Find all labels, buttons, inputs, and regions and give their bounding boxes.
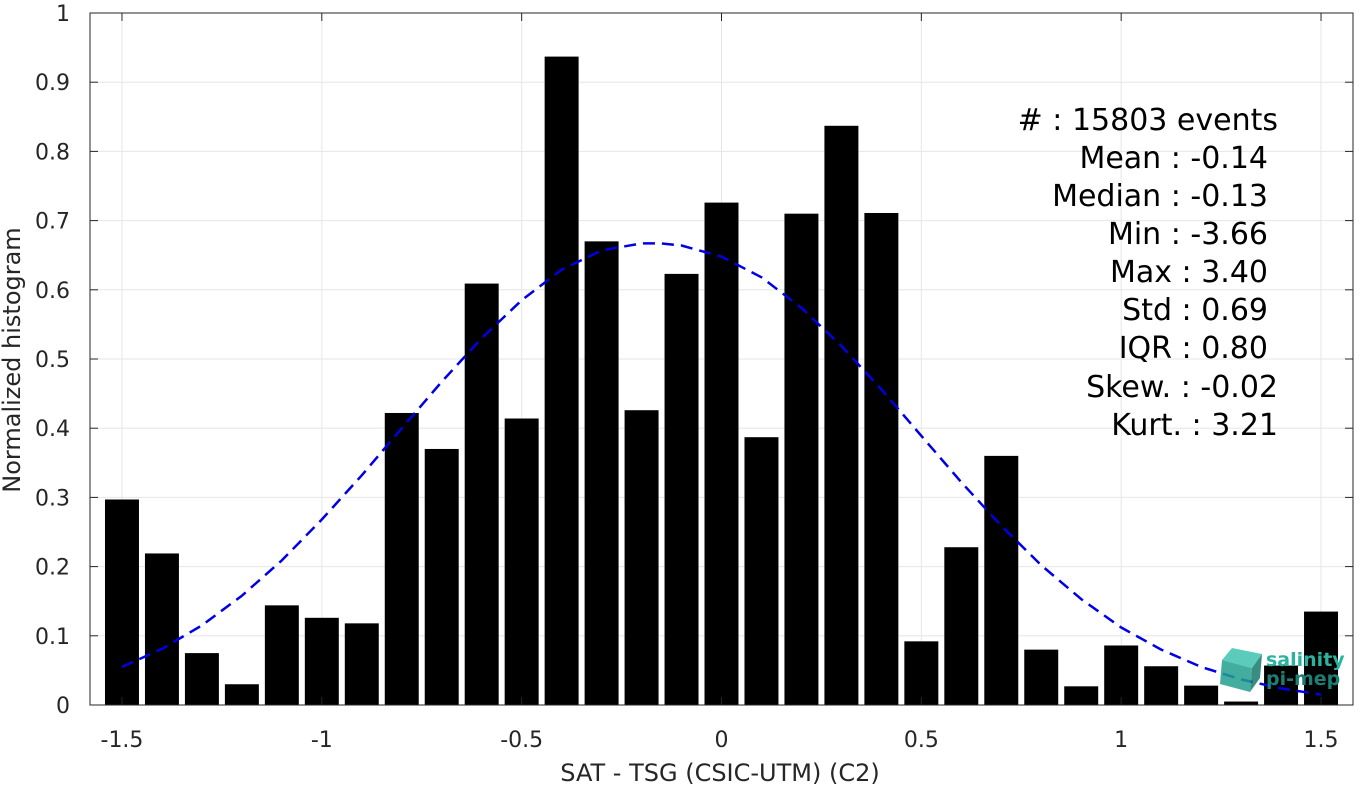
x-tick-label: -1.5 <box>101 728 144 753</box>
histogram-bar <box>1304 611 1339 705</box>
histogram-bar <box>1184 685 1219 705</box>
histogram-bar <box>784 213 819 705</box>
x-tick-labels: -1.5 -1 -0.5 0 0.5 1 1.5 <box>101 728 1339 753</box>
histogram-bar <box>1224 701 1259 705</box>
axes <box>89 12 1354 706</box>
y-axis-title: Normalized histogram <box>0 227 26 492</box>
histogram-bar <box>304 617 339 705</box>
x-tick-label: 1.5 <box>1304 728 1339 753</box>
y-tick-label: 0.3 <box>35 486 70 511</box>
x-tick-label: -0.5 <box>500 728 543 753</box>
histogram-bar <box>384 412 419 705</box>
stat-iqr: IQR : 0.80 <box>1119 331 1268 366</box>
histogram-bar <box>1064 686 1099 705</box>
stat-events: # : 15803 events <box>1018 103 1278 138</box>
histogram-bar <box>904 641 939 705</box>
x-tick-label: 0.5 <box>904 728 939 753</box>
logo-pimep-text: pi-mep <box>1266 668 1340 690</box>
histogram-bar <box>144 553 179 705</box>
statistics-box: # : 15803 events Mean : -0.14 Median : -… <box>1018 103 1278 443</box>
y-tick-label: 0.9 <box>35 71 70 96</box>
logo-cube-icon <box>1220 648 1262 692</box>
salinity-pimep-logo: salinity pi-mep <box>1220 648 1345 692</box>
y-tick-label: 0.4 <box>35 417 70 442</box>
histogram-bar <box>104 499 139 705</box>
histogram-bar <box>984 455 1019 705</box>
histogram-bar <box>504 418 539 705</box>
y-tick-labels: 0 0.1 0.2 0.3 0.4 0.5 0.6 0.7 0.8 0.9 1 <box>35 2 70 719</box>
y-tick-label: 0.1 <box>35 625 70 650</box>
histogram-bars <box>104 56 1339 706</box>
histogram-bar <box>664 273 699 705</box>
histogram-bar <box>584 241 619 706</box>
histogram-bar <box>544 56 579 705</box>
histogram-bar <box>184 653 219 705</box>
histogram-bar <box>344 623 379 705</box>
stat-mean: Mean : -0.14 <box>1079 141 1268 176</box>
x-tick-label: -1 <box>311 728 333 753</box>
histogram-bar <box>424 448 459 705</box>
x-tick-label: 1 <box>1114 728 1128 753</box>
histogram-bar <box>1024 649 1059 705</box>
y-tick-label: 0.5 <box>35 348 70 373</box>
histogram-bar <box>704 202 739 705</box>
fit-curve-line <box>121 242 1322 696</box>
stat-median: Median : -0.13 <box>1052 179 1268 214</box>
logo-salinity-text: salinity <box>1266 649 1345 671</box>
stat-skew: Skew. : -0.02 <box>1086 370 1278 405</box>
y-tick-label: 1 <box>56 2 70 27</box>
stat-std: Std : 0.69 <box>1122 293 1268 328</box>
y-tick-label: 0.8 <box>35 140 70 165</box>
stat-kurt: Kurt. : 3.21 <box>1111 408 1278 443</box>
histogram-bar <box>1104 645 1139 705</box>
gaussian-fit-curve <box>121 242 1322 696</box>
histogram-bar <box>944 547 979 705</box>
x-axis-title: SAT - TSG (CSIC-UTM) (C2) <box>560 759 879 785</box>
y-tick-label: 0.7 <box>35 210 70 235</box>
histogram-bar <box>864 212 899 705</box>
y-tick-label: 0 <box>56 694 70 719</box>
y-tick-label: 0.2 <box>35 556 70 581</box>
histogram-bar <box>464 283 499 705</box>
stat-max: Max : 3.40 <box>1110 255 1268 290</box>
histogram-bar <box>624 410 659 705</box>
y-tick-label: 0.6 <box>35 279 70 304</box>
histogram-bar <box>224 684 259 705</box>
histogram-bar <box>264 605 299 705</box>
histogram-bar <box>744 437 779 705</box>
histogram-bar <box>824 125 859 705</box>
stat-min: Min : -3.66 <box>1108 217 1268 252</box>
x-tick-label: 0 <box>715 728 729 753</box>
histogram-bar <box>1144 666 1179 705</box>
